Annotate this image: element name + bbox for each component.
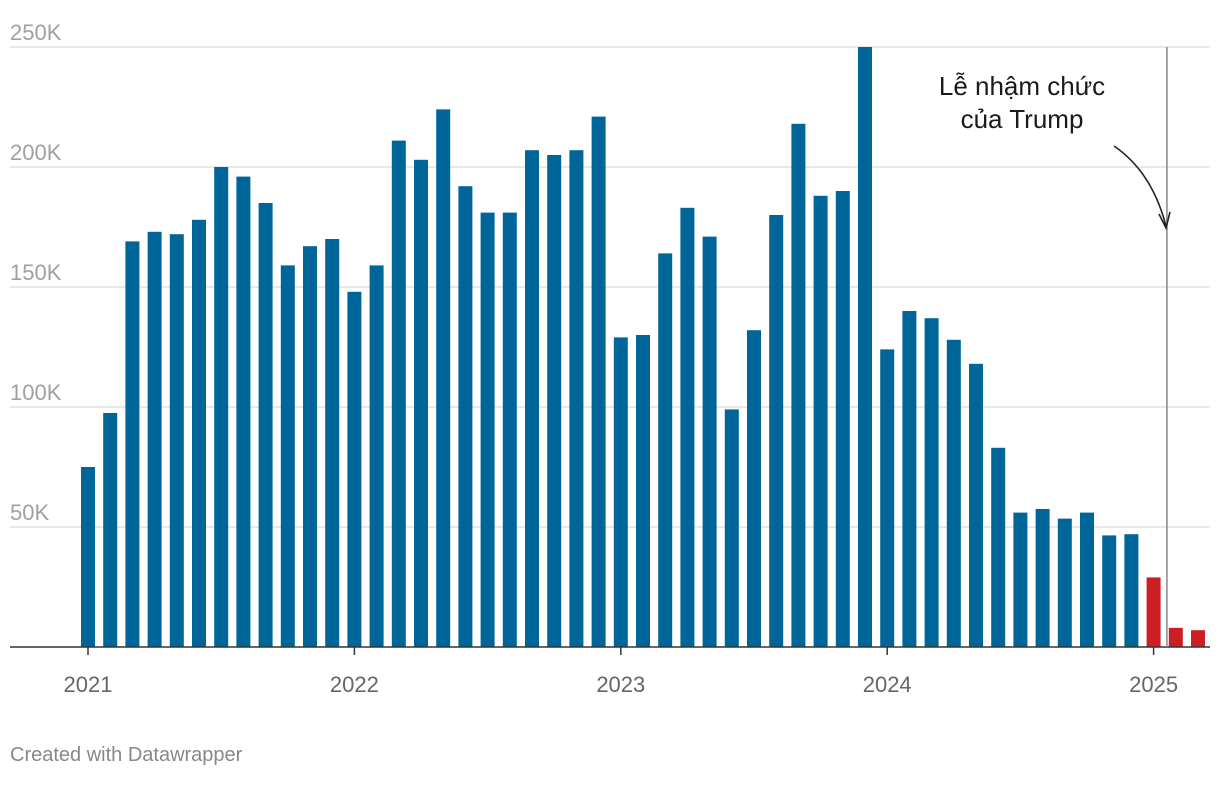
axis-layer: 2021 2022 2023 2024 2025: [10, 646, 1210, 697]
bar-2021-07: [214, 167, 229, 647]
bar-2023-10: [813, 195, 828, 648]
bar-2024-07: [1013, 512, 1028, 647]
bar-2024-06: [991, 447, 1006, 647]
bar-2021-09: [258, 203, 273, 647]
bar-2023-02: [636, 335, 650, 647]
annotation-text-line2: của Trump: [961, 104, 1084, 134]
bar-2024-02: [902, 311, 917, 647]
bar-2022-10: [547, 155, 562, 647]
bar-2022-04: [414, 159, 428, 648]
y-tick-label: 50K: [10, 500, 49, 525]
annotation-arrowhead: [1158, 211, 1171, 231]
bar-2021-05: [169, 234, 184, 647]
bar-2024-03: [924, 318, 939, 647]
bar-2025-02: [1168, 627, 1183, 647]
grid-layer: 50K 100K 150K 200K 250K: [10, 20, 1210, 528]
bar-2023-06: [724, 409, 739, 647]
bar-2022-02: [369, 265, 384, 647]
bar-2022-03: [391, 140, 406, 647]
y-tick-label: 200K: [10, 140, 62, 165]
annotation-arrow: [1113, 145, 1167, 227]
bar-2022-07: [480, 212, 495, 647]
bar-2023-01: [613, 337, 628, 647]
bar-2021-02: [103, 413, 118, 647]
bar-2022-09: [525, 150, 539, 647]
x-tick-label: 2023: [596, 672, 645, 697]
bar-2021-10: [280, 265, 295, 647]
bar-2021-11: [303, 246, 317, 647]
bar-2024-11: [1102, 535, 1117, 647]
bar-2023-05: [702, 236, 717, 647]
annotation-text-line1: Lễ nhậm chức: [939, 71, 1105, 101]
bar-2022-08: [502, 212, 517, 647]
bar-2023-08: [769, 215, 784, 647]
x-tick-label: 2025: [1129, 672, 1178, 697]
bar-2023-12: [858, 47, 872, 647]
bar-2021-03: [125, 241, 140, 647]
x-tick-label: 2024: [863, 672, 912, 697]
bar-2023-07: [747, 330, 761, 647]
bar-2023-03: [658, 253, 673, 647]
bar-2021-12: [325, 239, 340, 647]
bar-2024-12: [1124, 534, 1139, 647]
bar-2025-03: [1191, 630, 1205, 647]
bar-2024-09: [1057, 518, 1072, 647]
bar-2021-04: [147, 231, 162, 648]
y-tick-label: 250K: [10, 20, 62, 45]
bar-2024-04: [946, 339, 961, 647]
bar-2022-12: [591, 116, 606, 648]
bar-2024-08: [1035, 509, 1050, 647]
bar-2023-09: [791, 123, 806, 648]
y-tick-label: 100K: [10, 380, 62, 405]
bar-2024-10: [1080, 512, 1094, 647]
bar-2022-06: [458, 186, 473, 647]
bar-2025-01: [1146, 577, 1161, 647]
bar-2021-06: [192, 219, 206, 648]
y-tick-label: 150K: [10, 260, 62, 285]
bar-2022-01: [347, 291, 362, 647]
bar-layer: [81, 47, 1205, 648]
bar-2021-08: [236, 176, 251, 647]
x-tick-label: 2021: [64, 672, 113, 697]
x-tick-label: 2022: [330, 672, 379, 697]
bar-2023-04: [680, 207, 695, 648]
bar-2024-01: [880, 349, 895, 647]
footer-credit: Created with Datawrapper: [10, 744, 243, 766]
bar-2022-11: [569, 150, 584, 647]
bar-2023-11: [835, 191, 850, 647]
annotation-layer: Lễ nhậm chức của Trump: [939, 47, 1171, 647]
bar-2021-01: [81, 467, 95, 647]
bar-2024-05: [969, 363, 983, 647]
bar-2022-05: [436, 109, 451, 647]
